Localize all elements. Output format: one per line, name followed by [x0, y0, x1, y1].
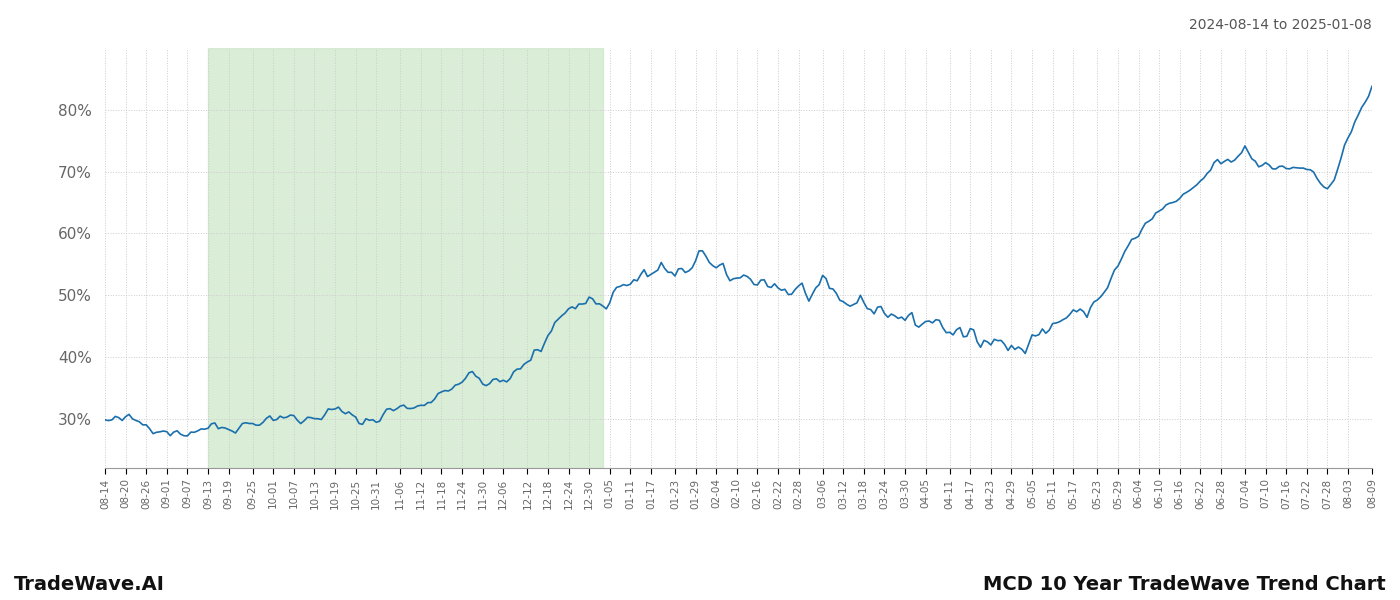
Text: 2024-08-14 to 2025-01-08: 2024-08-14 to 2025-01-08: [1189, 18, 1372, 32]
Bar: [209, 48, 603, 468]
Text: TradeWave.AI: TradeWave.AI: [14, 575, 165, 594]
Text: MCD 10 Year TradeWave Trend Chart: MCD 10 Year TradeWave Trend Chart: [983, 575, 1386, 594]
